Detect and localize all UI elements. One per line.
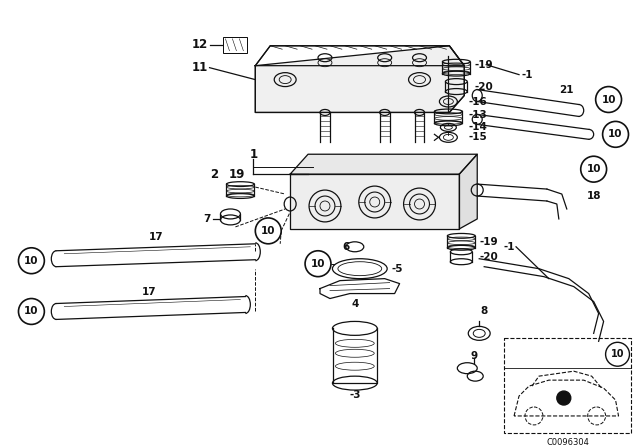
Circle shape: [596, 86, 621, 112]
Text: -19: -19: [479, 237, 498, 247]
Circle shape: [557, 391, 571, 405]
Polygon shape: [290, 154, 477, 174]
Bar: [504, 338, 632, 433]
Text: 10: 10: [608, 129, 623, 139]
Text: 10: 10: [24, 306, 38, 316]
Text: -20: -20: [479, 252, 498, 262]
Polygon shape: [290, 174, 460, 229]
Text: 2: 2: [211, 168, 218, 181]
Polygon shape: [255, 46, 464, 66]
Circle shape: [605, 342, 630, 366]
Text: 12: 12: [191, 38, 207, 51]
Text: 18: 18: [586, 191, 601, 201]
Text: 10: 10: [602, 95, 616, 104]
Text: 9: 9: [470, 351, 478, 361]
Text: -14: -14: [468, 122, 487, 132]
Text: -5: -5: [392, 264, 403, 274]
Polygon shape: [460, 154, 477, 229]
Circle shape: [255, 218, 281, 244]
Text: C0096304: C0096304: [547, 438, 589, 447]
Text: 10: 10: [261, 226, 275, 236]
Text: 6: 6: [342, 242, 350, 252]
Text: 4: 4: [351, 298, 358, 309]
Text: -1: -1: [521, 69, 532, 80]
Text: 10: 10: [24, 256, 38, 266]
Text: 17: 17: [141, 287, 156, 297]
Circle shape: [19, 248, 44, 274]
Text: 21: 21: [559, 85, 573, 95]
Bar: [223, 37, 247, 53]
Text: -1: -1: [503, 242, 515, 252]
Text: 17: 17: [148, 232, 163, 242]
Text: -3: -3: [349, 390, 360, 400]
Text: 19: 19: [228, 168, 245, 181]
Circle shape: [603, 121, 628, 147]
Text: 10: 10: [611, 349, 624, 359]
Text: -16: -16: [468, 96, 487, 107]
Text: 11: 11: [191, 61, 207, 74]
Text: 7: 7: [203, 214, 211, 224]
Text: -13: -13: [468, 111, 487, 121]
Text: 1: 1: [249, 148, 257, 161]
Polygon shape: [255, 46, 464, 112]
Circle shape: [580, 156, 607, 182]
Text: -19: -19: [474, 60, 493, 70]
Circle shape: [19, 298, 44, 324]
Text: 10: 10: [586, 164, 601, 174]
Text: -15: -15: [468, 132, 487, 142]
Circle shape: [305, 251, 331, 277]
Text: -20: -20: [474, 82, 493, 91]
Text: 10: 10: [311, 258, 325, 269]
Text: 8: 8: [481, 306, 488, 316]
